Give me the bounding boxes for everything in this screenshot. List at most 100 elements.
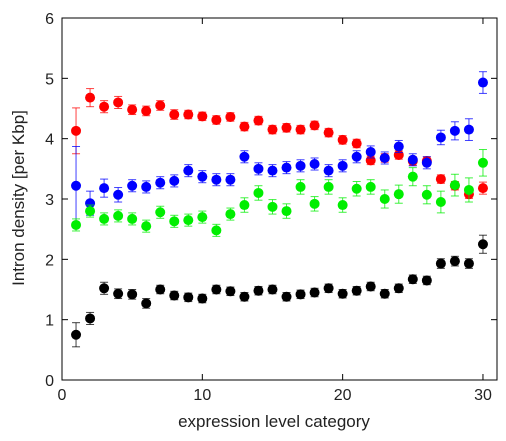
data-point [267, 124, 278, 135]
data-point [295, 181, 306, 192]
data-point [337, 200, 348, 211]
data-point [323, 283, 334, 294]
data-point [239, 151, 250, 162]
data-point [141, 221, 152, 232]
data-point [155, 177, 166, 188]
data-point [435, 132, 446, 143]
data-point [379, 288, 390, 299]
data-point [309, 159, 320, 170]
data-point [421, 157, 432, 168]
data-point [281, 122, 292, 133]
data-point [169, 216, 180, 227]
data-point [379, 152, 390, 163]
data-point [113, 97, 124, 108]
data-point [337, 288, 348, 299]
data-point [141, 105, 152, 116]
data-point [351, 151, 362, 162]
data-point [127, 180, 138, 191]
data-point [225, 286, 236, 297]
data-point [183, 215, 194, 226]
data-point [295, 160, 306, 171]
data-point [337, 134, 348, 145]
data-point [379, 194, 390, 204]
data-point [169, 290, 180, 301]
data-point [155, 207, 166, 218]
data-point [85, 198, 96, 209]
data-point [267, 284, 278, 295]
data-point [141, 181, 152, 192]
data-point [99, 101, 110, 112]
y-tick-label: 5 [45, 71, 54, 88]
x-tick-label: 20 [334, 387, 352, 404]
plot-frame [61, 17, 498, 381]
y-tick-label: 0 [45, 373, 54, 390]
axes: 0 1 2 3 4 5 6 0 10 20 30 [45, 11, 498, 404]
data-point [155, 100, 166, 111]
data-point [225, 209, 236, 220]
data-point [281, 206, 292, 217]
data-point [239, 291, 250, 302]
data-point [183, 165, 194, 176]
data-point [477, 183, 488, 194]
data-point [127, 104, 138, 115]
data-point [281, 162, 292, 173]
data-point [295, 289, 306, 300]
y-tick-label: 6 [45, 11, 54, 28]
data-point [71, 219, 82, 230]
data-point [309, 287, 320, 298]
data-point [393, 283, 404, 294]
data-point [225, 111, 236, 122]
data-point [477, 239, 488, 250]
data-point [407, 274, 418, 285]
series-2 [71, 149, 488, 237]
data-point [169, 175, 180, 186]
x-axis-label: expression level category [178, 412, 370, 431]
data-point [85, 206, 96, 217]
data-point [253, 285, 264, 296]
series-1 [71, 71, 488, 226]
data-marks [71, 71, 488, 348]
data-point [169, 109, 180, 120]
data-point [155, 284, 166, 295]
data-point [351, 183, 362, 194]
data-point [351, 285, 362, 296]
data-point [449, 180, 460, 191]
data-point [295, 124, 306, 135]
y-tick-label: 3 [45, 192, 54, 209]
data-point [463, 184, 474, 195]
y-tick-label: 4 [45, 132, 54, 149]
data-point [407, 171, 418, 182]
data-point [225, 174, 236, 185]
series-3 [71, 234, 488, 348]
data-point [253, 115, 264, 126]
data-point [71, 180, 82, 191]
data-point [393, 189, 404, 200]
data-point [211, 114, 222, 125]
data-point [85, 313, 96, 324]
x-tick-label: 0 [58, 387, 67, 404]
data-point [323, 165, 334, 176]
data-point [197, 293, 208, 304]
data-point [463, 124, 474, 135]
data-point [463, 258, 474, 269]
data-point [197, 111, 208, 122]
data-point [127, 289, 138, 300]
y-axis-label: Intron density [per Kbp] [9, 110, 28, 286]
data-point [435, 258, 446, 269]
data-point [71, 125, 82, 136]
data-point [337, 160, 348, 171]
data-point [365, 281, 376, 292]
data-point [113, 189, 124, 200]
data-point [281, 291, 292, 302]
data-point [309, 198, 320, 209]
y-tick-label: 1 [45, 313, 54, 330]
data-point [71, 329, 82, 340]
data-point [211, 174, 222, 185]
data-point [113, 210, 124, 221]
data-point [477, 77, 488, 88]
data-point [197, 171, 208, 182]
data-point [309, 120, 320, 131]
data-point [99, 283, 110, 294]
